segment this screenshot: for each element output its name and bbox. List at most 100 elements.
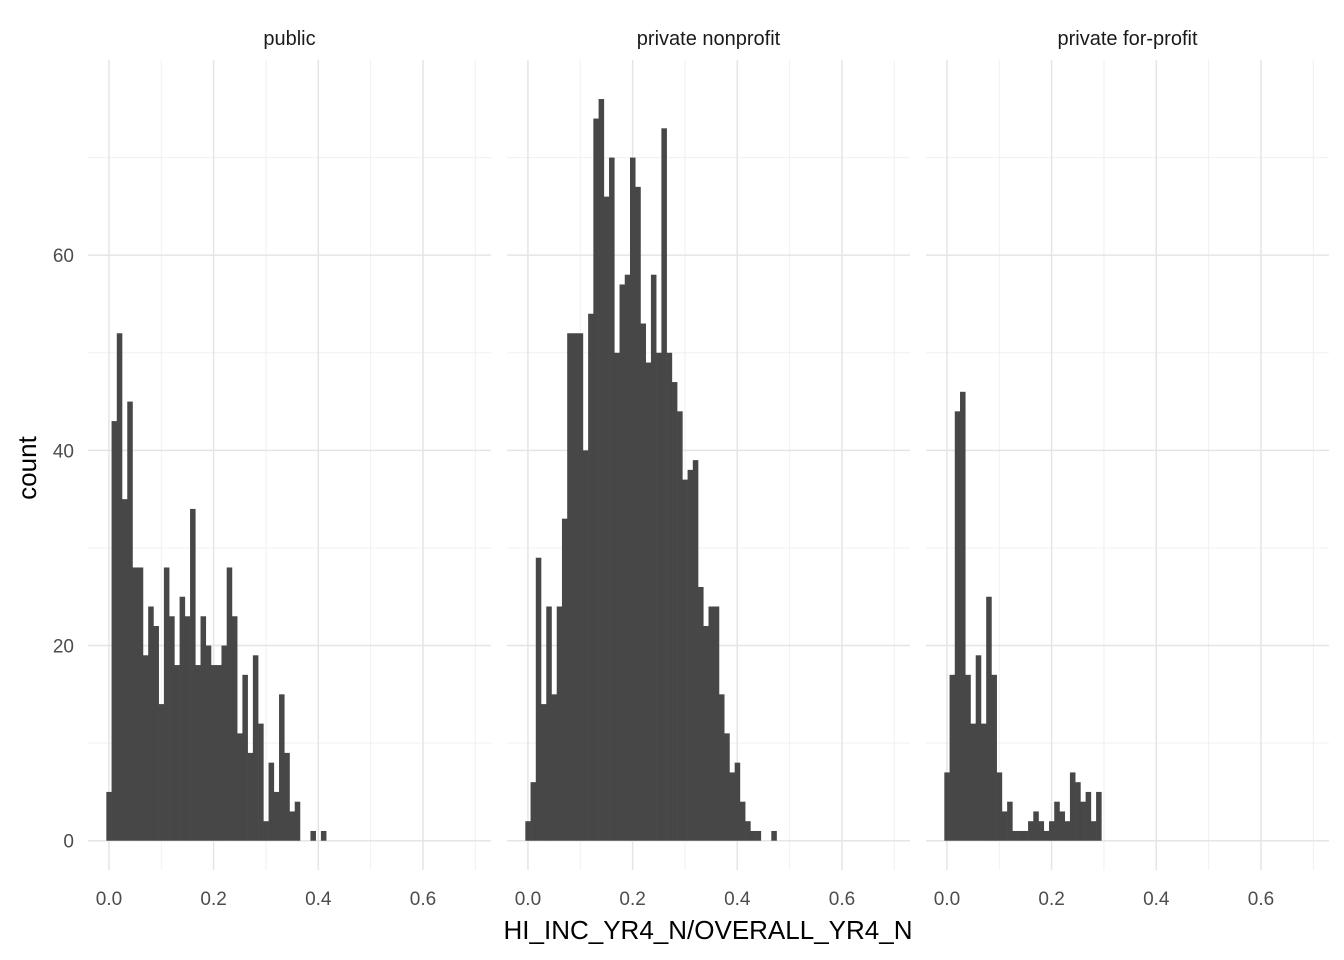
facet-panel: 0.0 0.2 0.4 0.6 private for-profit <box>926 28 1329 910</box>
histogram-bar <box>703 626 709 841</box>
histogram-bar <box>216 665 222 841</box>
histogram-bar <box>127 401 133 841</box>
histogram-bar <box>734 762 741 841</box>
histogram-bar <box>174 665 180 841</box>
histogram-bar <box>1028 821 1034 841</box>
facet-strip-label: public <box>263 28 315 50</box>
x-tick-label: 0.2 <box>200 889 226 910</box>
facet-panel: 0.0 0.2 0.4 0.6 private nonprofit <box>507 28 910 910</box>
histogram-bar <box>698 586 704 841</box>
histogram-bar <box>294 801 301 841</box>
x-tick-label: 0.0 <box>96 889 122 910</box>
y-tick-label: 20 <box>53 637 74 658</box>
histogram-bar <box>268 762 275 841</box>
histogram-bar <box>289 811 296 841</box>
x-tick-label: 0.2 <box>1038 889 1064 910</box>
histogram-bar <box>556 606 563 841</box>
histogram-bar <box>1075 782 1081 841</box>
histogram-bar <box>645 362 652 841</box>
facet-strip-label: private nonprofit <box>637 28 781 50</box>
histogram-bar <box>677 411 683 841</box>
histogram-bar <box>771 830 777 841</box>
histogram-bar <box>184 616 191 841</box>
histogram-bar <box>1022 830 1029 841</box>
histogram-bar <box>163 567 170 841</box>
histogram-bar <box>954 411 961 841</box>
histogram-bar <box>960 391 966 841</box>
histogram-bar <box>200 616 207 841</box>
histogram-bar <box>237 733 243 841</box>
y-tick-label: 0 <box>63 832 74 853</box>
histogram-bar <box>263 821 269 841</box>
histogram-bar <box>986 596 992 841</box>
histogram-bar <box>1096 791 1102 841</box>
histogram-bar <box>320 830 327 841</box>
histogram-bar <box>980 723 987 841</box>
histogram-bar <box>975 655 982 841</box>
x-tick-label: 0.6 <box>410 889 436 910</box>
histogram-bar <box>949 674 956 841</box>
histogram-bar <box>635 186 641 841</box>
histogram-bar <box>273 791 280 841</box>
histogram-bar <box>1033 811 1039 841</box>
histogram-bar <box>970 723 977 841</box>
histogram-bar <box>226 567 233 841</box>
histogram-bar <box>525 821 531 841</box>
histogram-bar <box>755 830 762 841</box>
histogram-bar <box>137 567 144 841</box>
histogram-bar <box>682 479 688 841</box>
x-tick-label: 0.6 <box>829 889 855 910</box>
x-tick-label: 0.4 <box>1143 889 1170 910</box>
histogram-bar <box>739 801 746 841</box>
histogram-bar <box>1017 830 1024 841</box>
histogram-bar <box>1001 811 1008 841</box>
histogram-bar <box>247 752 254 841</box>
histogram-bar <box>718 694 725 841</box>
histogram-bar <box>656 352 662 841</box>
histogram-bar <box>106 791 112 841</box>
histogram-bar <box>310 830 316 841</box>
histogram-bar <box>708 606 715 841</box>
histogram-bar <box>603 196 610 841</box>
histogram-bar <box>650 274 657 841</box>
histogram-bar <box>671 382 678 841</box>
histogram-bar <box>1012 830 1018 841</box>
histogram-bar <box>153 626 159 841</box>
histogram-bar <box>577 333 584 841</box>
histogram-bar <box>750 830 756 841</box>
histogram-bar <box>179 596 186 841</box>
histogram-bar <box>252 655 259 841</box>
histogram-bar <box>148 606 154 841</box>
histogram-bar <box>231 616 238 841</box>
histogram-bar <box>996 772 1003 841</box>
histogram-bar <box>572 333 578 841</box>
histogram-bar <box>279 694 285 841</box>
histogram-bar <box>588 313 594 841</box>
y-axis-title: count <box>12 435 42 499</box>
y-tick-label: 40 <box>53 441 74 462</box>
histogram-bar <box>111 421 118 841</box>
histogram-bar <box>1085 791 1092 841</box>
histogram-bar <box>221 645 227 841</box>
histogram-bar <box>205 645 212 841</box>
histogram-bar <box>195 665 201 841</box>
histogram-bar <box>1054 801 1060 841</box>
x-tick-label: 0.0 <box>515 889 541 910</box>
histogram-bar <box>1059 811 1065 841</box>
histogram-bar <box>1069 772 1076 841</box>
histogram-bar <box>116 333 123 841</box>
histogram-bar <box>692 460 699 841</box>
histogram-bar <box>122 499 128 841</box>
histogram-bar <box>729 772 735 841</box>
facet-strip-label: private for-profit <box>1057 28 1197 50</box>
x-axis-title: HI_INC_YR4_N/OVERALL_YR4_N <box>504 915 913 945</box>
histogram-bar <box>1007 801 1013 841</box>
histogram-bar <box>258 723 264 841</box>
histogram-bar <box>991 674 997 841</box>
panel-layer: 0.0 0.2 0.4 0.6 public 0.0 0.2 0.4 0.6 private no… <box>88 28 1329 910</box>
histogram-bar <box>142 655 149 841</box>
histogram-bar <box>609 157 615 841</box>
histogram-bar <box>541 704 547 841</box>
histogram-bar <box>284 752 290 841</box>
